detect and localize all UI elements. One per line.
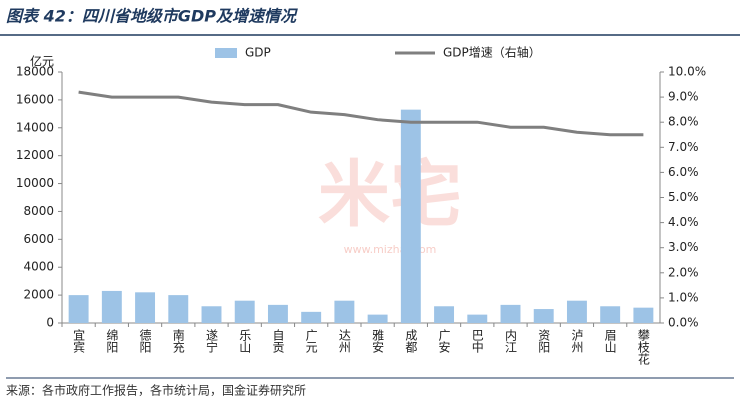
y-tick-label: 18000: [16, 65, 54, 79]
x-tick-label: 遂宁: [205, 329, 219, 353]
legend-label: GDP增速（右轴）: [443, 45, 541, 60]
x-tick-label: 绵阳: [105, 329, 119, 353]
y-tick-label: 14000: [16, 120, 54, 134]
x-tick-label: 内江: [504, 329, 518, 353]
x-tick-label: 眉山: [603, 329, 617, 353]
watermark-url: www.mizhai.com: [344, 243, 437, 256]
bar: [400, 109, 421, 324]
legend-swatch: [215, 48, 237, 58]
y2-tick-label: 2.0%: [668, 265, 699, 279]
x-tick-label: 达州: [337, 329, 351, 353]
x-tick-label: 广安: [437, 329, 451, 353]
y-tick-label: 8000: [23, 204, 54, 218]
legend-label: GDP: [245, 46, 271, 60]
watermark: 米宅: [318, 153, 462, 237]
bar: [68, 295, 89, 323]
x-tick-label: 宜宾: [72, 328, 86, 353]
bar: [301, 311, 322, 323]
x-tick-label: 乐山: [238, 329, 252, 353]
y-tick-label: 4000: [23, 260, 54, 274]
y2-tick-label: 1.0%: [668, 290, 699, 304]
y-tick-label: 6000: [23, 232, 54, 246]
bar: [600, 306, 621, 323]
y-tick-label: 10000: [16, 176, 54, 190]
x-tick-label: 自贡: [271, 329, 285, 354]
y2-tick-label: 3.0%: [668, 240, 699, 254]
bar: [267, 304, 288, 323]
y2-tick-label: 8.0%: [668, 115, 699, 129]
x-tick-label: 攀枝花: [636, 329, 650, 366]
x-tick-label: 巴中: [470, 329, 484, 353]
x-tick-label: 德阳: [138, 328, 152, 353]
y2-tick-label: 5.0%: [668, 190, 699, 204]
x-tick-label: 资阳: [537, 329, 551, 353]
chart-title: 图表 42：四川省地级市GDP及增速情况: [6, 7, 298, 26]
bar: [500, 304, 521, 323]
bar: [201, 306, 222, 323]
bar: [633, 307, 654, 323]
x-tick-label: 成都: [404, 329, 418, 353]
y2-tick-label: 10.0%: [668, 65, 706, 79]
x-tick-label: 雅安: [371, 328, 385, 353]
y2-tick-label: 4.0%: [668, 215, 699, 229]
y-tick-label: 12000: [16, 148, 54, 162]
x-tick-label: 广元: [304, 329, 318, 354]
y2-tick-label: 7.0%: [668, 140, 699, 154]
y2-tick-label: 0.0%: [668, 316, 699, 330]
bar: [135, 292, 156, 323]
x-tick-label: 南充: [171, 328, 185, 354]
bar: [168, 295, 189, 323]
line: [78, 90, 644, 137]
y2-tick-label: 9.0%: [668, 90, 699, 104]
y2-tick-label: 6.0%: [668, 165, 699, 179]
bar: [467, 314, 488, 323]
bar: [334, 300, 355, 323]
y-tick-label: 2000: [23, 288, 54, 302]
y-tick-label: 16000: [16, 92, 54, 106]
bar: [533, 309, 554, 323]
y-tick-label: 0: [46, 316, 54, 330]
bar: [101, 290, 122, 323]
source: 来源：各市政府工作报告，各市统计局，国金证券研究所: [6, 383, 306, 398]
bar: [367, 314, 388, 323]
bar: [434, 306, 455, 323]
bar: [234, 300, 255, 323]
bar: [566, 300, 587, 323]
y-axis-label: 亿元: [30, 54, 54, 69]
x-tick-label: 泸州: [570, 329, 584, 353]
